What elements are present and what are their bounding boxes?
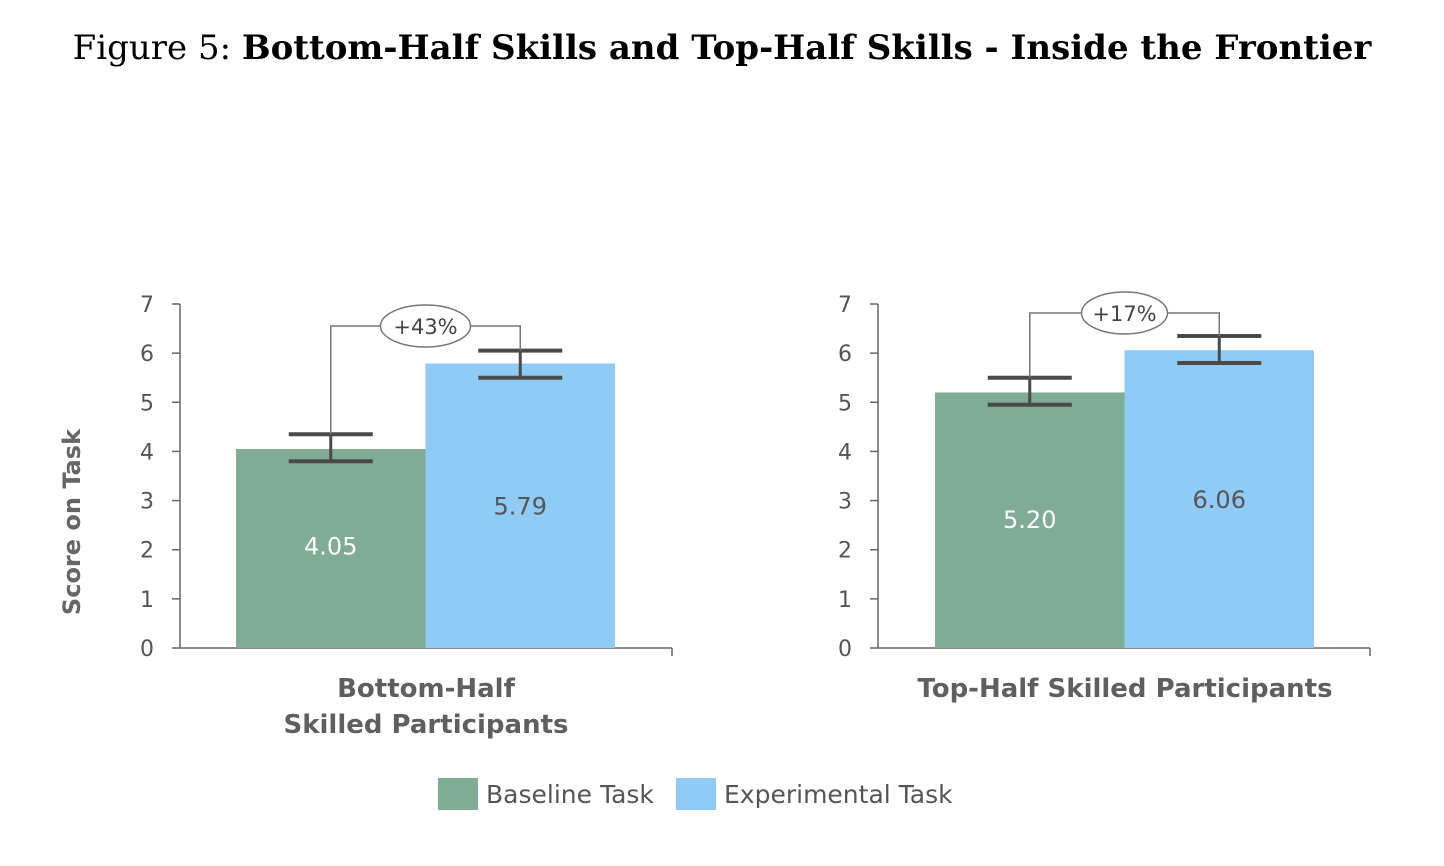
bar-experimental xyxy=(425,363,615,648)
figure-prefix: Figure 5: xyxy=(72,28,232,68)
x-category-label: Bottom-Half xyxy=(337,674,515,704)
y-tick-label: 6 xyxy=(838,342,852,367)
bar-value-label: 4.05 xyxy=(304,532,357,560)
legend-swatch-baseline xyxy=(438,778,478,810)
y-tick-label: 0 xyxy=(140,637,154,662)
y-tick-label: 3 xyxy=(140,490,154,515)
bar-baseline xyxy=(935,392,1125,648)
figure-title: Figure 5: Bottom-Half Skills and Top-Hal… xyxy=(0,28,1444,68)
pct-oval xyxy=(1080,291,1169,335)
y-tick-label: 5 xyxy=(838,391,852,416)
bar-value-label: 5.20 xyxy=(1003,506,1056,534)
figure-title-text: Bottom-Half Skills and Top-Half Skills -… xyxy=(241,28,1372,68)
bar-experimental xyxy=(1124,350,1314,648)
x-category-label: Top-Half Skilled Participants xyxy=(917,674,1332,704)
y-tick-label: 1 xyxy=(838,588,852,613)
legend-label: Experimental Task xyxy=(724,780,953,809)
legend-swatch-experimental xyxy=(676,778,716,810)
y-tick-label: 2 xyxy=(140,539,154,564)
y-tick-label: 2 xyxy=(838,539,852,564)
y-tick-label: 1 xyxy=(140,588,154,613)
bar-value-label: 5.79 xyxy=(494,492,547,520)
y-tick-label: 0 xyxy=(838,637,852,662)
y-tick-label: 4 xyxy=(140,440,154,465)
pct-change-label: +43% xyxy=(393,315,457,339)
pct-oval xyxy=(379,304,472,348)
x-category-label: Skilled Participants xyxy=(283,710,568,740)
y-axis-label: Score on Task xyxy=(58,428,86,615)
y-tick-label: 7 xyxy=(140,293,154,318)
y-tick-label: 5 xyxy=(140,391,154,416)
bar-baseline xyxy=(236,448,426,648)
y-tick-label: 6 xyxy=(140,342,154,367)
y-tick-label: 3 xyxy=(838,490,852,515)
pct-change-label: +17% xyxy=(1092,302,1156,326)
y-tick-label: 4 xyxy=(838,440,852,465)
y-tick-label: 7 xyxy=(838,293,852,318)
bar-value-label: 6.06 xyxy=(1193,486,1246,514)
legend-label: Baseline Task xyxy=(486,780,654,809)
